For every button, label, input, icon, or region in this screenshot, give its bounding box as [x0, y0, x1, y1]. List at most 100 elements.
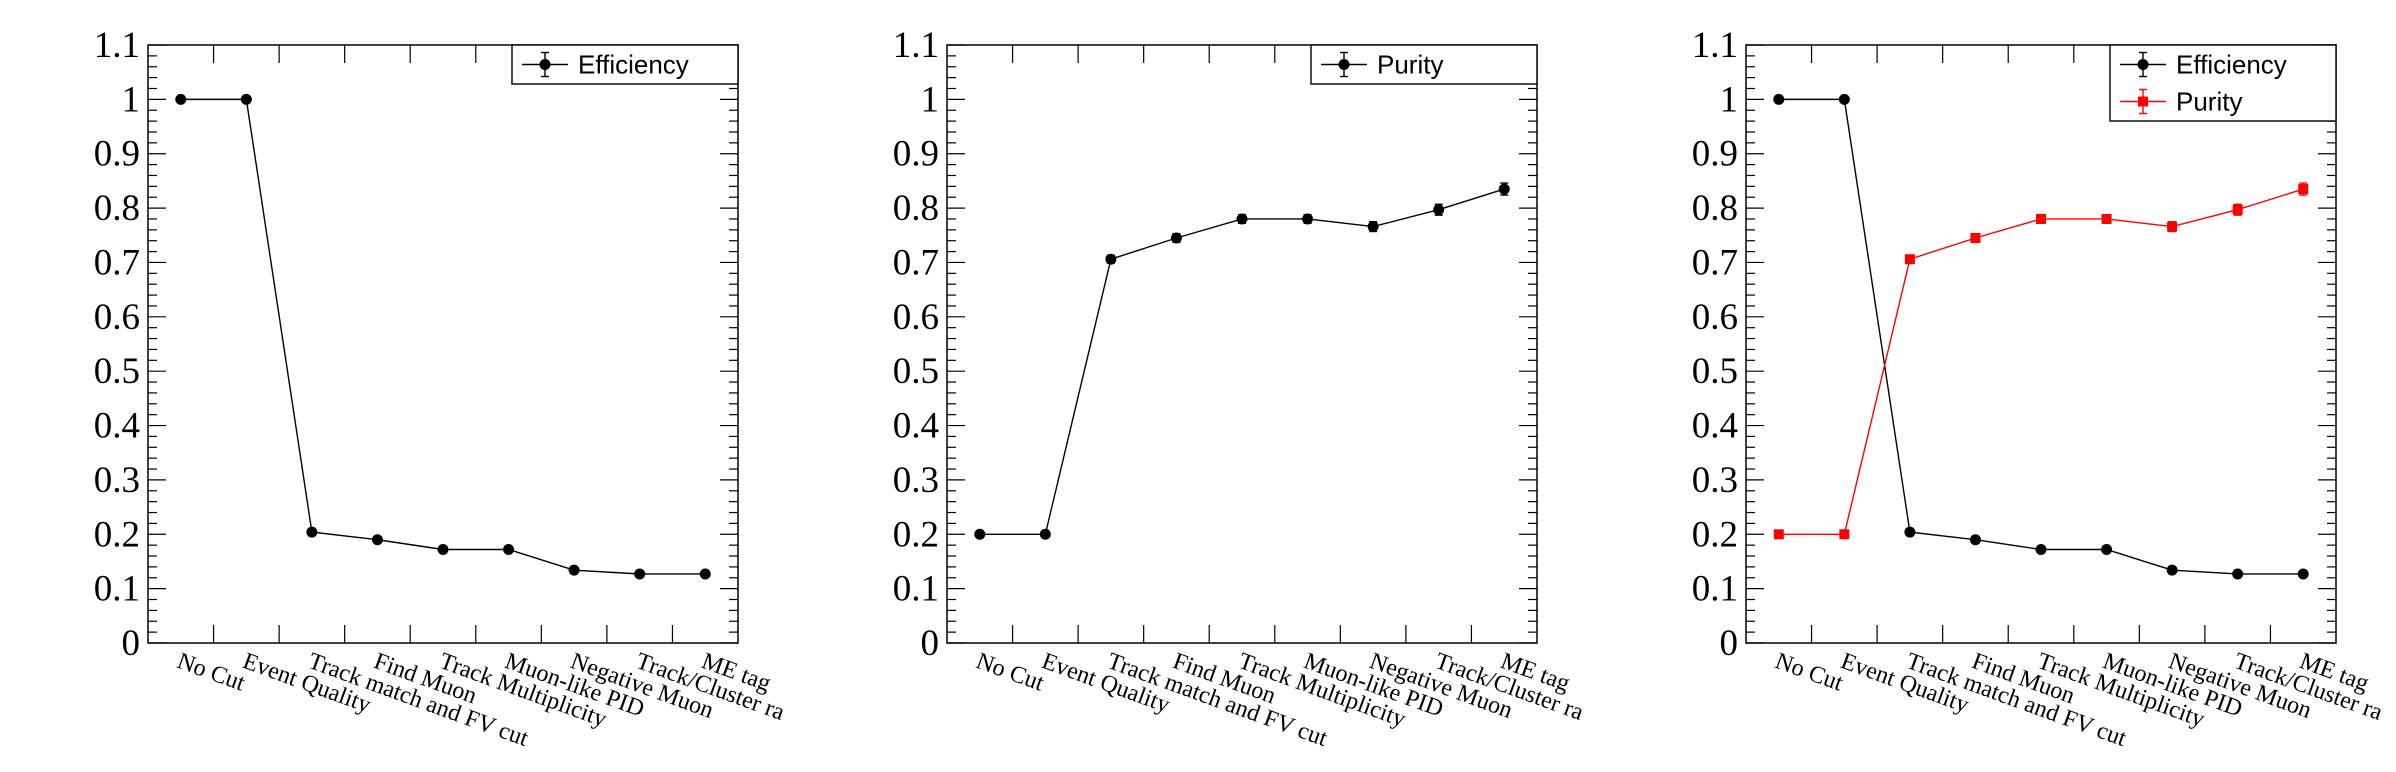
- y-tick-label: 0: [921, 623, 940, 664]
- y-tick-label: 0.9: [1692, 134, 1738, 175]
- data-point: [1433, 204, 1445, 216]
- x-tick-label-no-cut: No Cut: [1772, 648, 1847, 696]
- y-axis-ticks: [148, 44, 738, 644]
- purity-panel: 00.10.20.30.40.50.60.70.80.911.1No CutEv…: [893, 25, 1587, 752]
- y-tick-label: 0.4: [893, 406, 939, 447]
- y-tick-label: 0.4: [94, 406, 140, 447]
- data-point: [2036, 213, 2046, 224]
- legend-label: Purity: [1377, 50, 1443, 80]
- y-tick-label: 0.9: [893, 134, 939, 175]
- y-tick-label: 0: [1720, 623, 1739, 664]
- series-line: [1778, 98, 2304, 575]
- y-tick-label: 0.1: [1692, 569, 1738, 610]
- plot-frame: [1745, 44, 2337, 644]
- data-point: [634, 568, 646, 580]
- y-tick-label: 0.5: [94, 351, 140, 392]
- efficiency-panel: 00.10.20.30.40.50.60.70.80.911.1No CutEv…: [94, 25, 788, 752]
- plot-frame: [946, 44, 1538, 644]
- y-tick-label: 1: [122, 79, 141, 120]
- data-point: [1367, 221, 1379, 233]
- y-tick-label: 0.7: [94, 242, 140, 283]
- y-tick-label: 0.7: [1692, 242, 1738, 283]
- y-tick-label: 1: [1720, 79, 1739, 120]
- y-tick-label: 0.3: [1692, 460, 1738, 501]
- data-point: [2232, 204, 2243, 215]
- data-point: [175, 93, 187, 105]
- x-tick-label-no-cut: No Cut: [973, 648, 1048, 696]
- legend-label: Purity: [2176, 87, 2242, 117]
- data-point: [1904, 254, 1915, 265]
- data-point: [240, 93, 252, 105]
- data-point: [1039, 528, 1051, 540]
- legend-entry-efficiency: Efficiency: [2120, 50, 2287, 80]
- data-point: [2101, 213, 2112, 224]
- series-efficiency: [175, 93, 711, 580]
- data-point: [1773, 529, 1784, 540]
- y-tick-label: 0.2: [94, 514, 140, 555]
- y-tick-label: 1: [921, 79, 940, 120]
- y-tick-label: 0.6: [893, 297, 939, 338]
- y-tick-label: 0.7: [893, 242, 939, 283]
- series-purity: [974, 182, 1510, 540]
- data-point: [1839, 529, 1850, 540]
- y-tick-label: 0.5: [1692, 351, 1738, 392]
- data-point: [503, 543, 515, 555]
- y-tick-label: 0.1: [893, 569, 939, 610]
- y-tick-label: 0.8: [94, 188, 140, 229]
- y-tick-label: 0.4: [1692, 406, 1738, 447]
- data-point: [371, 534, 383, 546]
- y-axis-ticks: [947, 44, 1537, 644]
- y-tick-label: 0.3: [893, 460, 939, 501]
- legend-label: Efficiency: [2176, 50, 2287, 80]
- data-point: [1773, 93, 1785, 105]
- series-line: [180, 98, 706, 575]
- y-tick-label: 1.1: [1692, 25, 1738, 66]
- y-axis-ticks: [1746, 44, 2336, 644]
- data-point: [1969, 534, 1981, 546]
- legend-entry-purity: Purity: [1321, 50, 1443, 80]
- y-tick-label: 0.9: [94, 134, 140, 175]
- series-purity: [1773, 182, 2309, 540]
- data-point: [2166, 564, 2178, 576]
- legend-entry-efficiency: Efficiency: [522, 50, 689, 80]
- data-point: [437, 543, 449, 555]
- series-efficiency: [1773, 93, 2309, 580]
- y-tick-label: 1.1: [94, 25, 140, 66]
- data-point: [2297, 568, 2309, 580]
- legend-entry-purity: Purity: [2120, 87, 2242, 117]
- y-tick-label: 0.8: [1692, 188, 1738, 229]
- data-point: [568, 564, 580, 576]
- data-point: [1970, 232, 1981, 243]
- data-point: [2232, 568, 2244, 580]
- legend-box: [2109, 44, 2337, 122]
- data-point: [306, 526, 318, 538]
- y-tick-label: 0.6: [1692, 297, 1738, 338]
- legend-label: Efficiency: [578, 50, 689, 80]
- data-point: [1105, 253, 1117, 265]
- y-tick-label: 0.6: [94, 297, 140, 338]
- legend: Efficiency: [511, 44, 739, 85]
- y-tick-label: 0.8: [893, 188, 939, 229]
- data-point: [1302, 213, 1314, 225]
- data-point: [1170, 232, 1182, 244]
- combined-panel: 00.10.20.30.40.50.60.70.80.911.1No CutEv…: [1692, 25, 2386, 752]
- plot-frame: [147, 44, 739, 644]
- data-point: [1904, 526, 1916, 538]
- data-point: [1838, 93, 1850, 105]
- data-point: [699, 568, 711, 580]
- y-tick-label: 0.2: [1692, 514, 1738, 555]
- series-line: [1778, 188, 2304, 535]
- data-point: [974, 528, 986, 540]
- data-point: [2035, 543, 2047, 555]
- series-line: [979, 188, 1505, 535]
- y-tick-label: 1.1: [893, 25, 939, 66]
- y-tick-label: 0: [122, 623, 141, 664]
- legend: Efficiency Purity: [2109, 44, 2337, 122]
- data-point: [2167, 221, 2178, 232]
- data-point: [2101, 543, 2113, 555]
- data-point: [2298, 184, 2309, 195]
- legend: Purity: [1310, 44, 1538, 85]
- data-point: [1236, 213, 1248, 225]
- y-tick-label: 0.3: [94, 460, 140, 501]
